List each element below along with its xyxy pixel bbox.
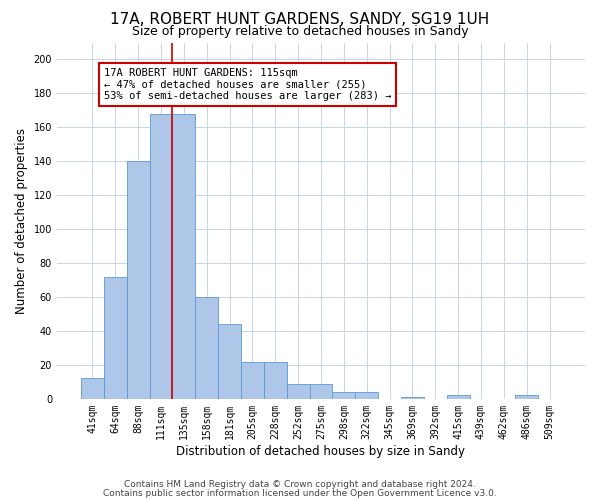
Bar <box>332 392 355 399</box>
Bar <box>401 397 424 399</box>
Bar <box>264 362 287 399</box>
X-axis label: Distribution of detached houses by size in Sandy: Distribution of detached houses by size … <box>176 444 466 458</box>
Y-axis label: Number of detached properties: Number of detached properties <box>15 128 28 314</box>
Bar <box>127 162 149 399</box>
Bar <box>241 362 264 399</box>
Text: Contains public sector information licensed under the Open Government Licence v3: Contains public sector information licen… <box>103 488 497 498</box>
Bar <box>446 396 470 399</box>
Bar <box>104 276 127 399</box>
Bar <box>355 392 378 399</box>
Bar <box>287 384 310 399</box>
Bar <box>310 384 332 399</box>
Bar <box>218 324 241 399</box>
Text: Contains HM Land Registry data © Crown copyright and database right 2024.: Contains HM Land Registry data © Crown c… <box>124 480 476 489</box>
Bar <box>172 114 195 399</box>
Text: 17A, ROBERT HUNT GARDENS, SANDY, SG19 1UH: 17A, ROBERT HUNT GARDENS, SANDY, SG19 1U… <box>110 12 490 28</box>
Bar <box>81 378 104 399</box>
Text: Size of property relative to detached houses in Sandy: Size of property relative to detached ho… <box>131 25 469 38</box>
Bar <box>515 396 538 399</box>
Bar <box>149 114 172 399</box>
Bar <box>195 297 218 399</box>
Text: 17A ROBERT HUNT GARDENS: 115sqm
← 47% of detached houses are smaller (255)
53% o: 17A ROBERT HUNT GARDENS: 115sqm ← 47% of… <box>104 68 391 101</box>
